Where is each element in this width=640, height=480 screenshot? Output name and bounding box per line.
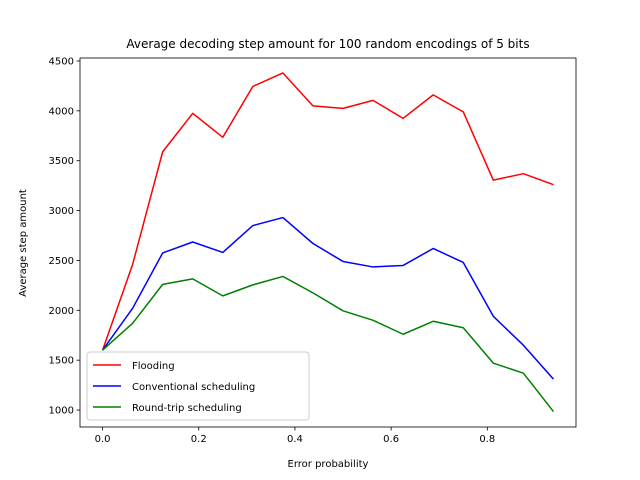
x-tick-label: 0.8 <box>479 434 495 445</box>
legend-label-2: Conventional scheduling <box>132 382 255 393</box>
legend-label-1: Flooding <box>132 361 175 372</box>
x-tick-label: 0.6 <box>383 434 399 445</box>
y-tick-label: 2000 <box>49 306 74 317</box>
y-tick-label: 1500 <box>49 356 74 367</box>
x-tick-label: 0.2 <box>191 434 207 445</box>
series-line-1 <box>101 72 554 351</box>
y-tick-label: 1000 <box>49 406 74 417</box>
legend-label-3: Round-trip scheduling <box>132 403 242 414</box>
y-tick-label: 4000 <box>49 106 74 117</box>
series-line-2 <box>101 216 555 380</box>
x-axis: 0.0 0.2 0.4 0.6 0.8 <box>95 427 495 445</box>
x-tick-label: 0.4 <box>287 434 303 445</box>
y-tick-label: 2500 <box>49 256 74 267</box>
series-line-3 <box>102 275 555 413</box>
y-tick-label: 3500 <box>49 156 74 167</box>
plot-frame <box>79 57 577 428</box>
y-tick-label: 4500 <box>49 56 74 67</box>
y-axis: 1000 1500 2000 2500 3000 3500 4000 4500 <box>49 56 80 417</box>
legend: Flooding Conventional scheduling Round-tri… <box>86 351 310 421</box>
x-tick-label: 0.0 <box>95 434 111 445</box>
y-axis-label: Average step amount <box>18 189 29 297</box>
x-axis-label: Error probability <box>288 459 369 470</box>
plot-area <box>79 57 577 428</box>
y-tick-label: 3000 <box>49 206 74 217</box>
legend-box <box>86 351 310 421</box>
chart-title: Average decoding step amount for 100 ran… <box>126 37 529 51</box>
